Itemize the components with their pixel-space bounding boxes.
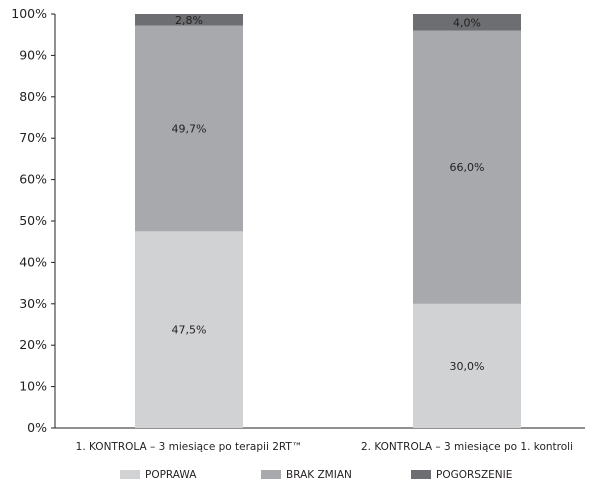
y-tick-label: 100% <box>11 6 47 21</box>
y-tick-label: 40% <box>19 254 47 269</box>
bar-segment-poprawa <box>135 231 243 428</box>
data-label: 4,0% <box>453 16 481 29</box>
y-tick-label: 0% <box>27 420 47 435</box>
legend-swatch <box>261 470 281 479</box>
legend-swatch <box>411 470 431 479</box>
data-labels: 47,5% 49,7% 2,8% 1. KONTROLA – 3 miesiące p… <box>76 14 573 453</box>
bar-segment-brak-zmian <box>135 25 243 232</box>
y-tick-label: 60% <box>19 172 47 187</box>
data-label: 30,0% <box>450 360 485 373</box>
legend-label: POGORSZENIE <box>436 469 512 481</box>
bars <box>135 14 521 428</box>
legend: POPRAWA BRAK ZMIAN POGORSZENIE <box>120 469 512 481</box>
bar-segment-pogorszenie <box>413 14 521 31</box>
category-label: 2. KONTROLA – 3 miesiące po 1. kontroli <box>361 441 573 453</box>
data-label: 2,8% <box>175 14 203 27</box>
y-tick-label: 10% <box>19 379 47 394</box>
y-tick-label: 90% <box>19 47 47 62</box>
y-tick-label: 20% <box>19 337 47 352</box>
y-tick-label: 70% <box>19 130 47 145</box>
legend-swatch <box>120 470 140 479</box>
legend-label: POPRAWA <box>145 469 197 481</box>
data-label: 49,7% <box>172 122 207 135</box>
legend-label: BRAK ZMIAN <box>286 469 352 481</box>
bar-segment-pogorszenie <box>135 14 243 26</box>
axes: 0% 10% 20% 30% 40% 50% 60% 70% 80% 90% 100% <box>11 6 585 435</box>
y-tick-label: 30% <box>19 296 47 311</box>
bar-segment-brak-zmian <box>413 30 521 304</box>
bar-segment-poprawa <box>413 303 521 428</box>
data-label: 66,0% <box>450 161 485 174</box>
data-label: 47,5% <box>172 324 207 337</box>
category-label: 1. KONTROLA – 3 miesiące po terapii 2RT™ <box>76 441 303 453</box>
y-tick-label: 80% <box>19 89 47 104</box>
y-tick-label: 50% <box>19 213 47 228</box>
